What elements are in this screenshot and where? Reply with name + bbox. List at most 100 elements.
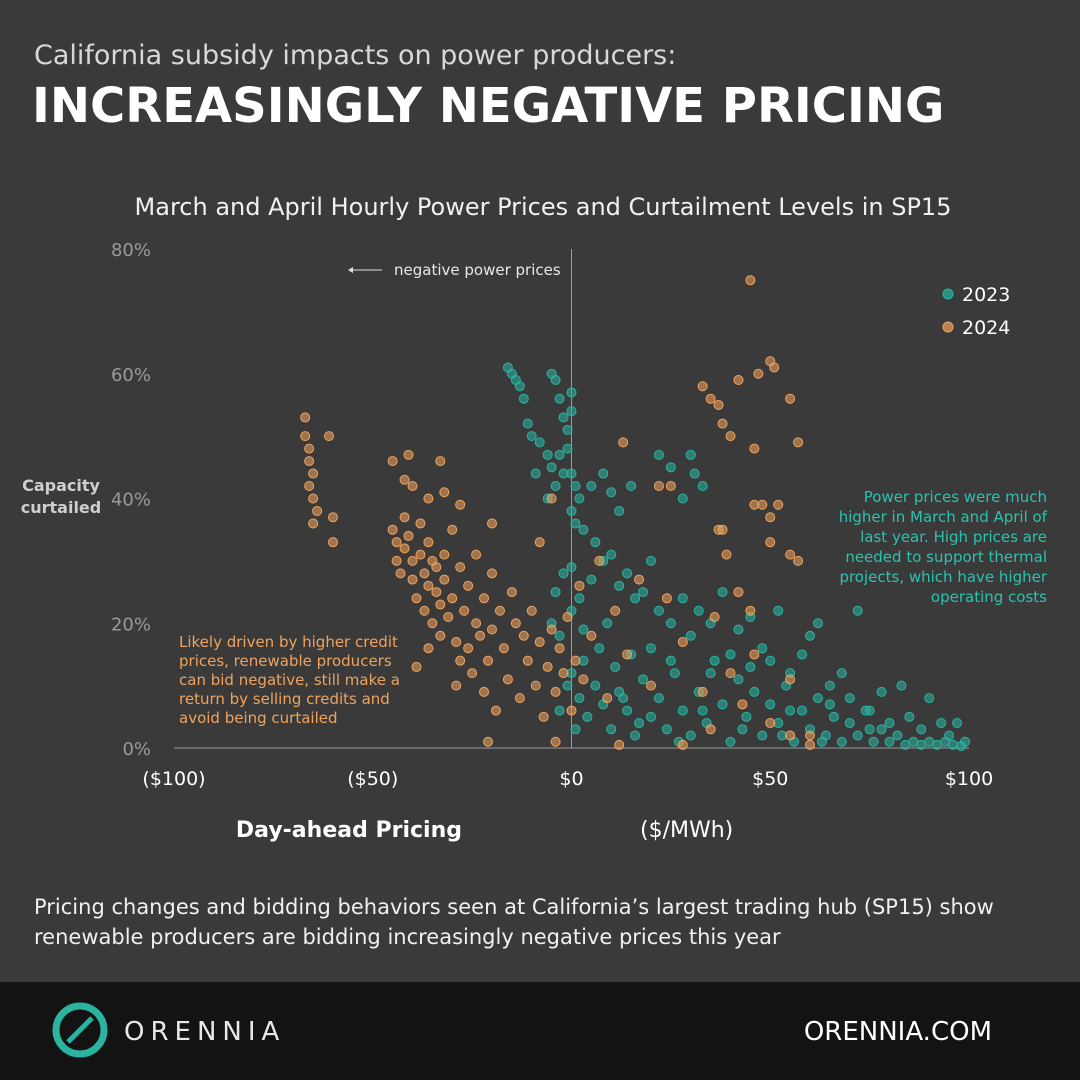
point [479, 686, 490, 697]
point [661, 593, 672, 604]
point [542, 661, 553, 672]
point [614, 505, 625, 516]
footer-bar [0, 982, 1080, 1080]
annotation: operating costs [931, 588, 1047, 606]
point [653, 449, 664, 460]
point [709, 612, 720, 623]
point [852, 605, 863, 616]
point [391, 537, 402, 548]
y-tick-label: 20% [111, 614, 151, 635]
point [562, 612, 573, 623]
point [455, 499, 466, 510]
point [765, 512, 776, 523]
point [431, 562, 442, 573]
point [471, 549, 482, 560]
point [463, 643, 474, 654]
point [844, 693, 855, 704]
point [785, 674, 796, 685]
point [439, 574, 450, 585]
point [546, 624, 557, 635]
chart-title: March and April Hourly Power Prices and … [135, 193, 952, 221]
point [685, 730, 696, 741]
point [447, 524, 458, 535]
point [522, 418, 533, 429]
point [300, 431, 311, 442]
point [916, 724, 927, 735]
point [844, 718, 855, 729]
x-tick-label: ($50) [347, 768, 398, 790]
point [630, 730, 641, 741]
point [475, 630, 486, 641]
point [653, 605, 664, 616]
x-tick-label: $100 [945, 768, 993, 790]
point [765, 699, 776, 710]
point [451, 636, 462, 647]
point [896, 680, 907, 691]
point [550, 374, 561, 385]
point [578, 674, 589, 685]
point [646, 711, 656, 722]
point [455, 562, 466, 573]
point [816, 736, 827, 747]
point [757, 730, 768, 741]
point [423, 643, 434, 654]
annotation: negative power prices [394, 261, 561, 279]
y-tick-label: 80% [111, 240, 151, 261]
x-tick-label: $0 [559, 768, 583, 790]
point [490, 705, 501, 716]
point [566, 468, 577, 479]
point [805, 630, 815, 641]
point [733, 587, 744, 598]
annotation: avoid being curtailed [179, 709, 338, 727]
point [725, 668, 736, 679]
point [717, 699, 728, 710]
point [864, 724, 875, 735]
point [805, 730, 815, 741]
point [574, 493, 585, 504]
point [785, 393, 796, 404]
point [797, 705, 808, 716]
point [463, 580, 474, 591]
point [860, 705, 871, 716]
point [737, 724, 748, 735]
point [471, 618, 482, 629]
point [586, 574, 597, 585]
point [546, 462, 557, 473]
point [630, 593, 641, 604]
title: INCREASINGLY NEGATIVE PRICING [32, 78, 944, 134]
point [685, 630, 696, 641]
point [578, 524, 589, 535]
point [618, 437, 629, 448]
annotation-arrowhead [348, 267, 353, 273]
annotation: prices, renewable producers [179, 652, 392, 670]
x-axis-label: Day-ahead Pricing [236, 818, 462, 843]
point [395, 568, 406, 579]
point [717, 418, 728, 429]
point [884, 718, 895, 729]
point [312, 505, 323, 516]
point [554, 630, 565, 641]
point [435, 630, 446, 641]
point [419, 605, 430, 616]
point [618, 693, 629, 704]
url[interactable]: ORENNIA.COM [804, 1017, 992, 1047]
point [530, 468, 541, 479]
point [725, 736, 736, 747]
point [427, 618, 438, 629]
point [765, 655, 776, 666]
point [852, 730, 863, 741]
point [598, 468, 609, 479]
point [749, 686, 760, 697]
point [439, 487, 450, 498]
point [797, 649, 808, 660]
point [646, 643, 656, 654]
point [936, 718, 947, 729]
point [574, 693, 585, 704]
point [876, 686, 887, 697]
point [773, 605, 784, 616]
point [733, 374, 744, 385]
point [594, 643, 605, 654]
point [407, 481, 418, 492]
